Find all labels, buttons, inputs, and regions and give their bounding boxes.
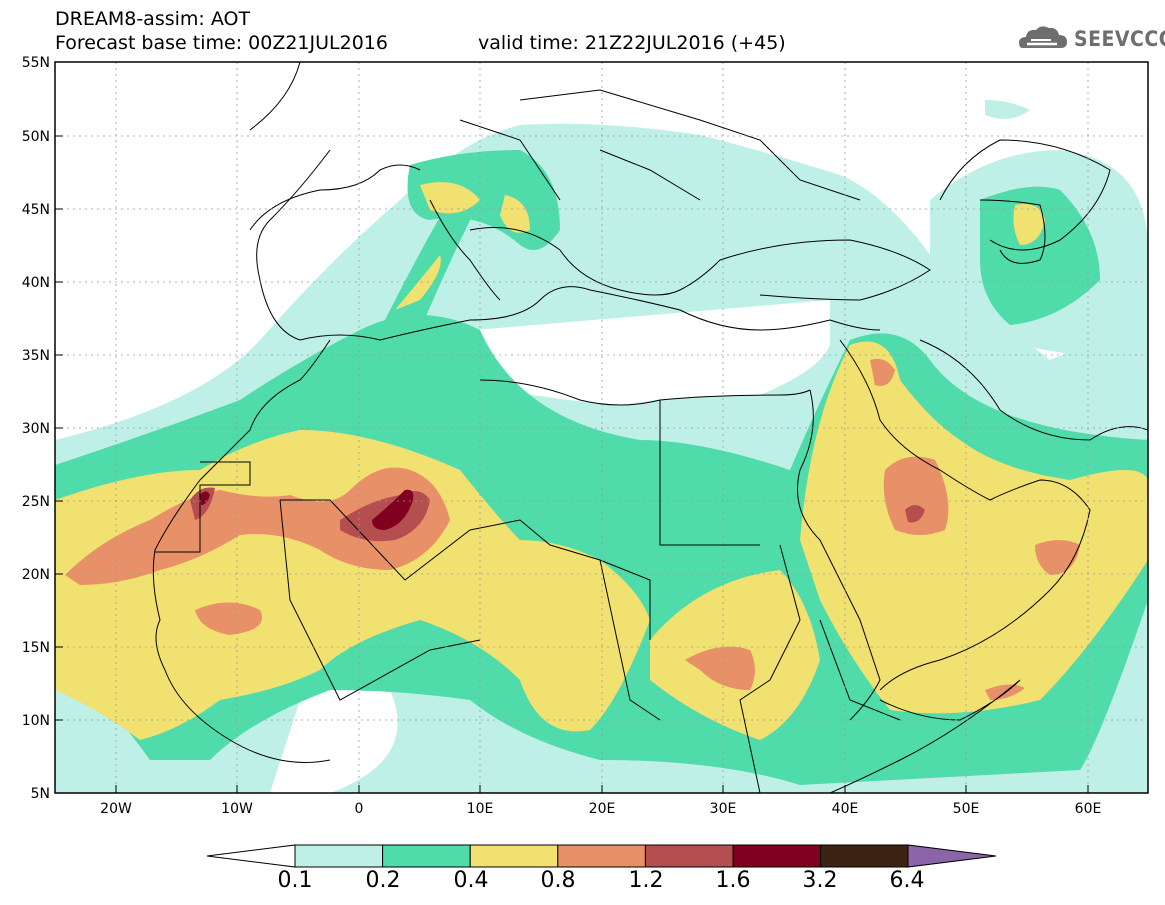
colorbar-box-0.2 (382, 844, 471, 868)
lat-label-5n: 5N (31, 786, 50, 802)
logo-text: SEEVCCC (1074, 27, 1165, 51)
aot-field (55, 100, 1148, 793)
colorbar-label-3.2: 3.2 (802, 868, 838, 893)
lat-label-40n: 40N (22, 275, 50, 291)
lat-label-55n: 55N (22, 55, 50, 71)
colorbar-box-1.6 (732, 844, 822, 868)
lat-label-25n: 25N (22, 494, 50, 510)
colorbar-box-0.8 (557, 844, 646, 868)
colorbar-box-0.1 (294, 844, 384, 868)
map-title: DREAM8-assim: AOT (55, 8, 251, 30)
cloud-icon (1019, 26, 1067, 48)
colorbar-box-3.2 (820, 844, 909, 868)
axis-ticks (55, 61, 1089, 794)
lon-label-20e: 20E (589, 801, 616, 817)
colorbar-label-0.1: 0.1 (277, 868, 313, 893)
gridlines (55, 62, 1148, 793)
lat-label-10n: 10N (22, 713, 50, 729)
lon-label-10e: 10E (467, 801, 494, 817)
colorbar-box-0.4 (469, 844, 559, 868)
colorbar-label-1.2: 1.2 (628, 868, 664, 893)
colorbar-label-0.2: 0.2 (365, 868, 401, 893)
lon-label-30e: 30E (710, 801, 737, 817)
colorbar-label-6.4: 6.4 (889, 868, 925, 893)
colorbar-label-1.6: 1.6 (715, 868, 751, 893)
coastlines (152, 62, 1148, 793)
lon-label-20w: 20W (100, 801, 132, 817)
base-time-label: Forecast base time: 00Z21JUL2016 (55, 32, 388, 54)
lat-labels: 55N 50N 45N 40N 35N 30N 25N 20N 15N 10N … (22, 55, 50, 802)
lat-label-15n: 15N (22, 640, 50, 656)
lon-labels: 20W 10W 0 10E 20E 30E 40E 50E 60E (100, 801, 1101, 817)
lat-label-20n: 20N (22, 567, 50, 583)
lat-label-35n: 35N (22, 348, 50, 364)
aot-band-1.6 (200, 489, 414, 530)
lat-label-30n: 30N (22, 421, 50, 437)
lon-label-40e: 40E (832, 801, 859, 817)
colorbar-under-arrow (206, 844, 296, 868)
lon-label-0: 0 (355, 801, 364, 817)
colorbar-box-1.2 (644, 844, 734, 868)
colorbar-label-0.8: 0.8 (540, 868, 576, 893)
colorbar-label-0.4: 0.4 (453, 868, 489, 893)
colorbar (206, 844, 997, 868)
valid-time-label: valid time: 21Z22JUL2016 (+45) (478, 32, 786, 54)
lon-label-10w: 10W (221, 801, 253, 817)
lat-label-50n: 50N (22, 129, 50, 145)
lon-label-60e: 60E (1075, 801, 1102, 817)
lat-label-45n: 45N (22, 202, 50, 218)
lon-label-50e: 50E (953, 801, 980, 817)
colorbar-over-arrow (907, 844, 997, 868)
